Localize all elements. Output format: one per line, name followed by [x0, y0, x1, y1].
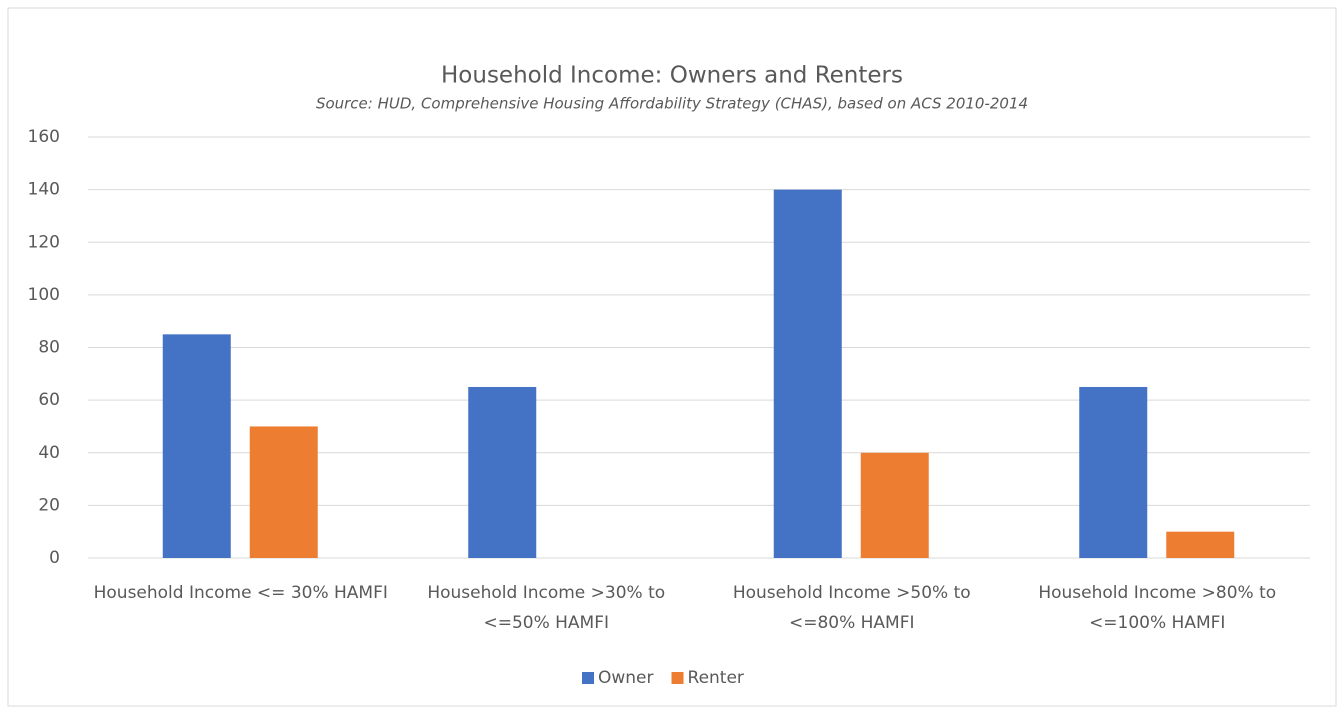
legend-label: Renter: [688, 668, 744, 688]
y-tick-label: 60: [38, 390, 60, 410]
bar: [249, 426, 318, 558]
y-tick-label: 160: [28, 127, 60, 147]
legend-swatch: [582, 672, 594, 684]
x-tick-label: Household Income >80% to <=100% HAMFI: [1038, 583, 1277, 633]
x-tick-label: Household Income <= 30% HAMFI: [93, 583, 388, 603]
y-tick-label: 140: [28, 180, 60, 200]
legend-swatch: [671, 672, 684, 684]
bar: [468, 386, 537, 558]
y-tick-label: 40: [38, 443, 60, 463]
y-tick-label: 20: [38, 495, 60, 515]
bar: [1079, 386, 1148, 558]
x-tick-label: Household Income >50% to <=80% HAMFI: [732, 583, 971, 633]
legend-label: Owner: [598, 668, 654, 688]
chart-subtitle: Source: HUD, Comprehensive Housing Affor…: [316, 95, 1028, 113]
bar: [773, 189, 842, 558]
bar: [162, 334, 231, 558]
bar: [1166, 531, 1235, 558]
y-tick-label: 80: [38, 338, 60, 358]
chart-title: Household Income: Owners and Renters: [441, 63, 903, 89]
y-tick-label: 120: [28, 232, 60, 252]
bar: [860, 452, 929, 558]
y-tick-label: 0: [49, 548, 60, 568]
y-tick-label: 100: [28, 285, 60, 305]
x-tick-label: Household Income >30% to <=50% HAMFI: [427, 583, 666, 633]
